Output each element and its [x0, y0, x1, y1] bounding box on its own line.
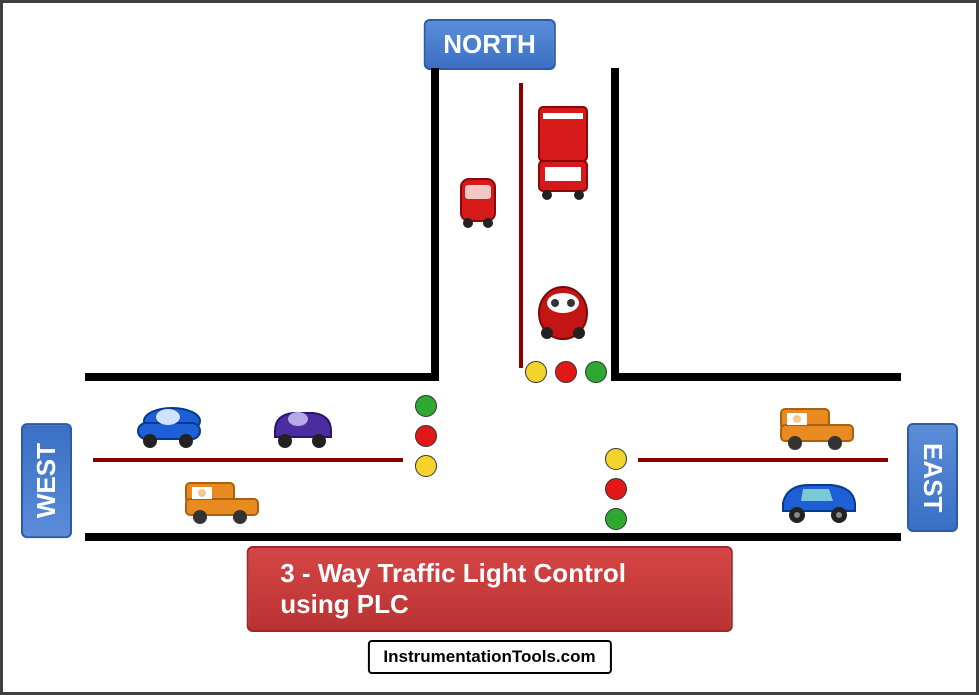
east-label: EAST: [907, 423, 958, 532]
west-light-yellow: [415, 455, 437, 477]
red-car-north-left: [455, 173, 501, 236]
west-lane-divider: [93, 458, 403, 462]
west-light-green: [415, 395, 437, 417]
north-road-left-border: [431, 68, 439, 380]
north-label: NORTH: [423, 19, 555, 70]
red-bug-north-right: [535, 283, 591, 348]
watermark: InstrumentationTools.com: [367, 640, 611, 674]
north-light-yellow: [525, 361, 547, 383]
north-road-right-border: [611, 68, 619, 380]
orange-car-west-bottom: [178, 475, 266, 530]
east-light-red: [605, 478, 627, 500]
north-light-red: [555, 361, 577, 383]
orange-car-east-top: [773, 401, 861, 456]
blue-car-west-top: [128, 401, 208, 454]
west-light-red: [415, 425, 437, 447]
north-lane-divider: [519, 83, 523, 368]
purple-car-west-top: [263, 403, 341, 454]
horizontal-road-bottom: [85, 533, 901, 541]
east-light-green: [605, 508, 627, 530]
title-banner: 3 - Way Traffic Light Control using PLC: [246, 546, 733, 632]
horizontal-road-top-west: [85, 373, 439, 381]
west-label: WEST: [21, 423, 72, 538]
blue-car-east-bottom: [773, 475, 863, 530]
north-light-green: [585, 361, 607, 383]
horizontal-road-top-east: [611, 373, 901, 381]
east-light-yellow: [605, 448, 627, 470]
red-truck-north-right: [533, 103, 593, 208]
east-lane-divider: [638, 458, 888, 462]
